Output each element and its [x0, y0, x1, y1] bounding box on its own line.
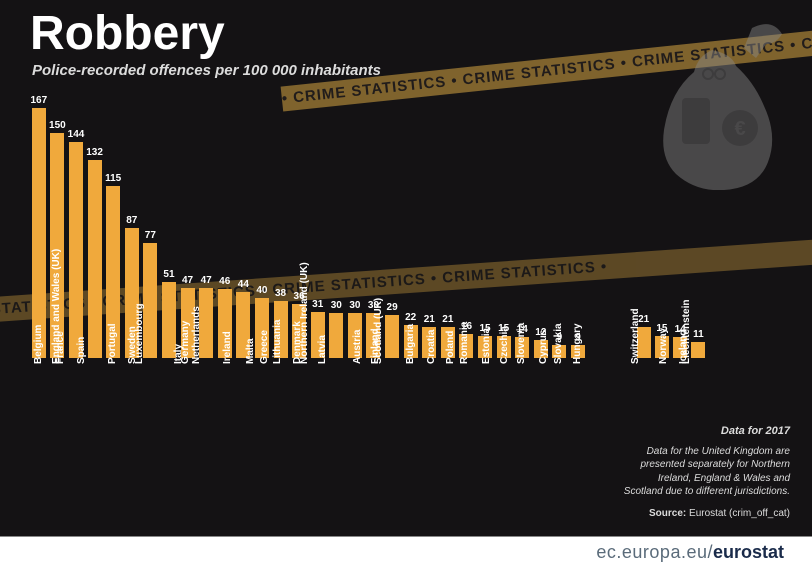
bar [32, 108, 46, 359]
footer: ec.europa.eu/eurostat [0, 536, 812, 568]
bar-value: 144 [68, 129, 85, 140]
uk-note: Data for the United Kingdom are presente… [620, 445, 790, 499]
footer-brand: eurostat [713, 542, 784, 563]
svg-text:€: € [734, 118, 745, 140]
bar-value: 21 [442, 314, 453, 325]
bar-value: 46 [219, 276, 230, 287]
bar-value: 38 [275, 288, 286, 299]
bar-value: 30 [349, 300, 360, 311]
infographic-canvas: • CRIME STATISTICS • CRIME STATISTICS • … [0, 0, 812, 536]
bar-value: 40 [256, 285, 267, 296]
bar-value: 132 [86, 147, 103, 158]
bar-value: 77 [145, 230, 156, 241]
bar [69, 142, 83, 358]
bar-value: 22 [405, 312, 416, 323]
bar-col: 29 [383, 302, 401, 359]
bar-value: 47 [182, 275, 193, 286]
bar-value: 30 [331, 300, 342, 311]
bar-value: 11 [693, 329, 704, 340]
bar-col: 30 [328, 300, 346, 358]
bar [329, 313, 343, 358]
bar-value: 150 [49, 120, 66, 131]
bar-value: 47 [201, 275, 212, 286]
bar [143, 243, 157, 359]
bar-value: 29 [387, 302, 398, 313]
bar-value: 167 [30, 95, 47, 106]
bar [88, 160, 102, 358]
title: Robbery [30, 6, 225, 61]
footer-domain: ec.europa.eu/ [596, 542, 713, 563]
bar [691, 342, 705, 359]
meta-notes: Data for 2017 Data for the United Kingdo… [620, 424, 790, 520]
bar-col: 11 [690, 329, 707, 359]
bar-value: 115 [105, 173, 121, 184]
subtitle: Police-recorded offences per 100 000 inh… [32, 62, 381, 79]
bar-col: 132 [86, 147, 104, 358]
bar-value: 21 [424, 314, 435, 325]
bar-col: 167 [30, 95, 48, 359]
bar-value: 51 [163, 269, 174, 280]
source-line: Source: Eurostat (crim_off_cat) [620, 507, 790, 521]
bar-value: 87 [126, 215, 137, 226]
bar-value: 31 [312, 299, 323, 310]
bar-chart-eu: 1671501441321158777514747464440383631303… [30, 88, 620, 508]
data-year: Data for 2017 [620, 424, 790, 439]
bar [385, 315, 399, 359]
bar-value: 44 [238, 279, 249, 290]
bar-col: 144 [67, 129, 85, 358]
